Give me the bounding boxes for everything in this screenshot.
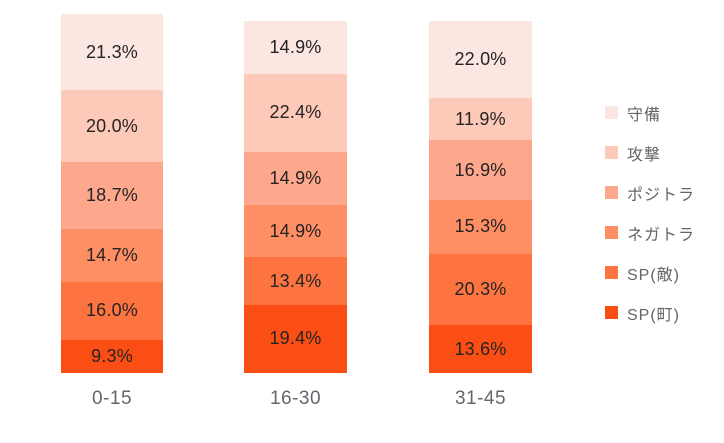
segment-ポジトラ-16-30[interactable]: 14.9% [244,152,347,205]
bar-16-30: 14.9% 22.4% 14.9% 14.9% 13.4% 19.4% [244,21,347,373]
data-label: 18.7% [85,185,139,206]
legend-label: ポジトラ [627,186,696,204]
legend-item-SP(町)[interactable]: SP(町) [605,299,695,326]
legend-label: SP(町) [627,306,681,324]
legend-swatch-icon [605,146,618,159]
legend-label: 守備 [627,106,662,124]
segment-守備-0-15[interactable]: 21.3% [61,14,163,91]
data-label: 20.3% [454,278,507,299]
legend-swatch-icon [605,266,618,279]
data-label: 16.9% [454,159,507,180]
data-label: 11.9% [455,108,506,129]
segment-攻撃-0-15[interactable]: 20.0% [61,90,163,163]
segment-攻撃-31-45[interactable]: 11.9% [429,98,532,141]
legend-item-攻撃[interactable]: 攻撃 [605,139,695,166]
legend-swatch-icon [605,226,618,239]
data-label: 14.7% [85,245,139,266]
data-label: 22.4% [269,102,322,123]
data-label: 14.9% [269,220,322,241]
segment-ネガトラ-31-45[interactable]: 15.3% [429,199,532,254]
segment-SP(敵)-16-30[interactable]: 13.4% [244,257,347,305]
data-label: 20.0% [85,115,139,136]
segment-攻撃-16-30[interactable]: 22.4% [244,73,347,153]
data-label: 9.3% [91,345,133,366]
data-label: 13.6% [454,338,507,359]
data-label: 16.0% [85,300,139,321]
segment-SP(町)-31-45[interactable]: 13.6% [429,325,532,373]
legend-item-ネガトラ[interactable]: ネガトラ [605,219,695,246]
legend-label: ネガトラ [627,226,696,244]
x-axis-label-31-45: 31-45 [454,388,507,409]
legend-item-守備[interactable]: 守備 [605,99,695,126]
segment-SP(町)-16-30[interactable]: 19.4% [244,304,347,373]
legend-item-ポジトラ[interactable]: ポジトラ [605,179,695,206]
x-axis-label-0-15: 0-15 [91,388,133,409]
legend-label: SP(敵) [627,266,681,284]
segment-ポジトラ-0-15[interactable]: 18.7% [61,162,163,230]
legend-swatch-icon [605,186,618,199]
segment-ネガトラ-0-15[interactable]: 14.7% [61,229,163,283]
x-axis-label-16-30: 16-30 [269,388,322,409]
segment-守備-16-30[interactable]: 14.9% [244,21,347,74]
bar-31-45: 22.0% 11.9% 16.9% 15.3% 20.3% 13.6% [429,21,532,373]
data-label: 13.4% [269,270,322,291]
segment-守備-31-45[interactable]: 22.0% [429,21,532,99]
legend: 守備攻撃ポジトラネガトラ SP(敵) SP(町) [605,99,695,339]
legend-swatch-icon [605,106,618,119]
segment-ポジトラ-31-45[interactable]: 16.9% [429,140,532,200]
data-label: 19.4% [269,328,322,349]
segment-ネガトラ-16-30[interactable]: 14.9% [244,204,347,258]
legend-label: 攻撃 [627,146,662,164]
data-label: 22.0% [454,49,507,70]
legend-item-SP(敵)[interactable]: SP(敵) [605,259,695,286]
data-label: 14.9% [269,36,322,57]
data-label: 21.3% [85,41,139,62]
legend-swatch-icon [605,306,618,319]
data-label: 15.3% [454,216,507,237]
segment-SP(敵)-0-15[interactable]: 16.0% [61,282,163,340]
data-label: 14.9% [269,168,322,189]
segment-SP(敵)-31-45[interactable]: 20.3% [429,253,532,326]
bar-0-15: 21.3% 20.0% 18.7% 14.7% 16.0% 9.3% [61,14,163,373]
segment-SP(町)-0-15[interactable]: 9.3% [61,339,163,373]
